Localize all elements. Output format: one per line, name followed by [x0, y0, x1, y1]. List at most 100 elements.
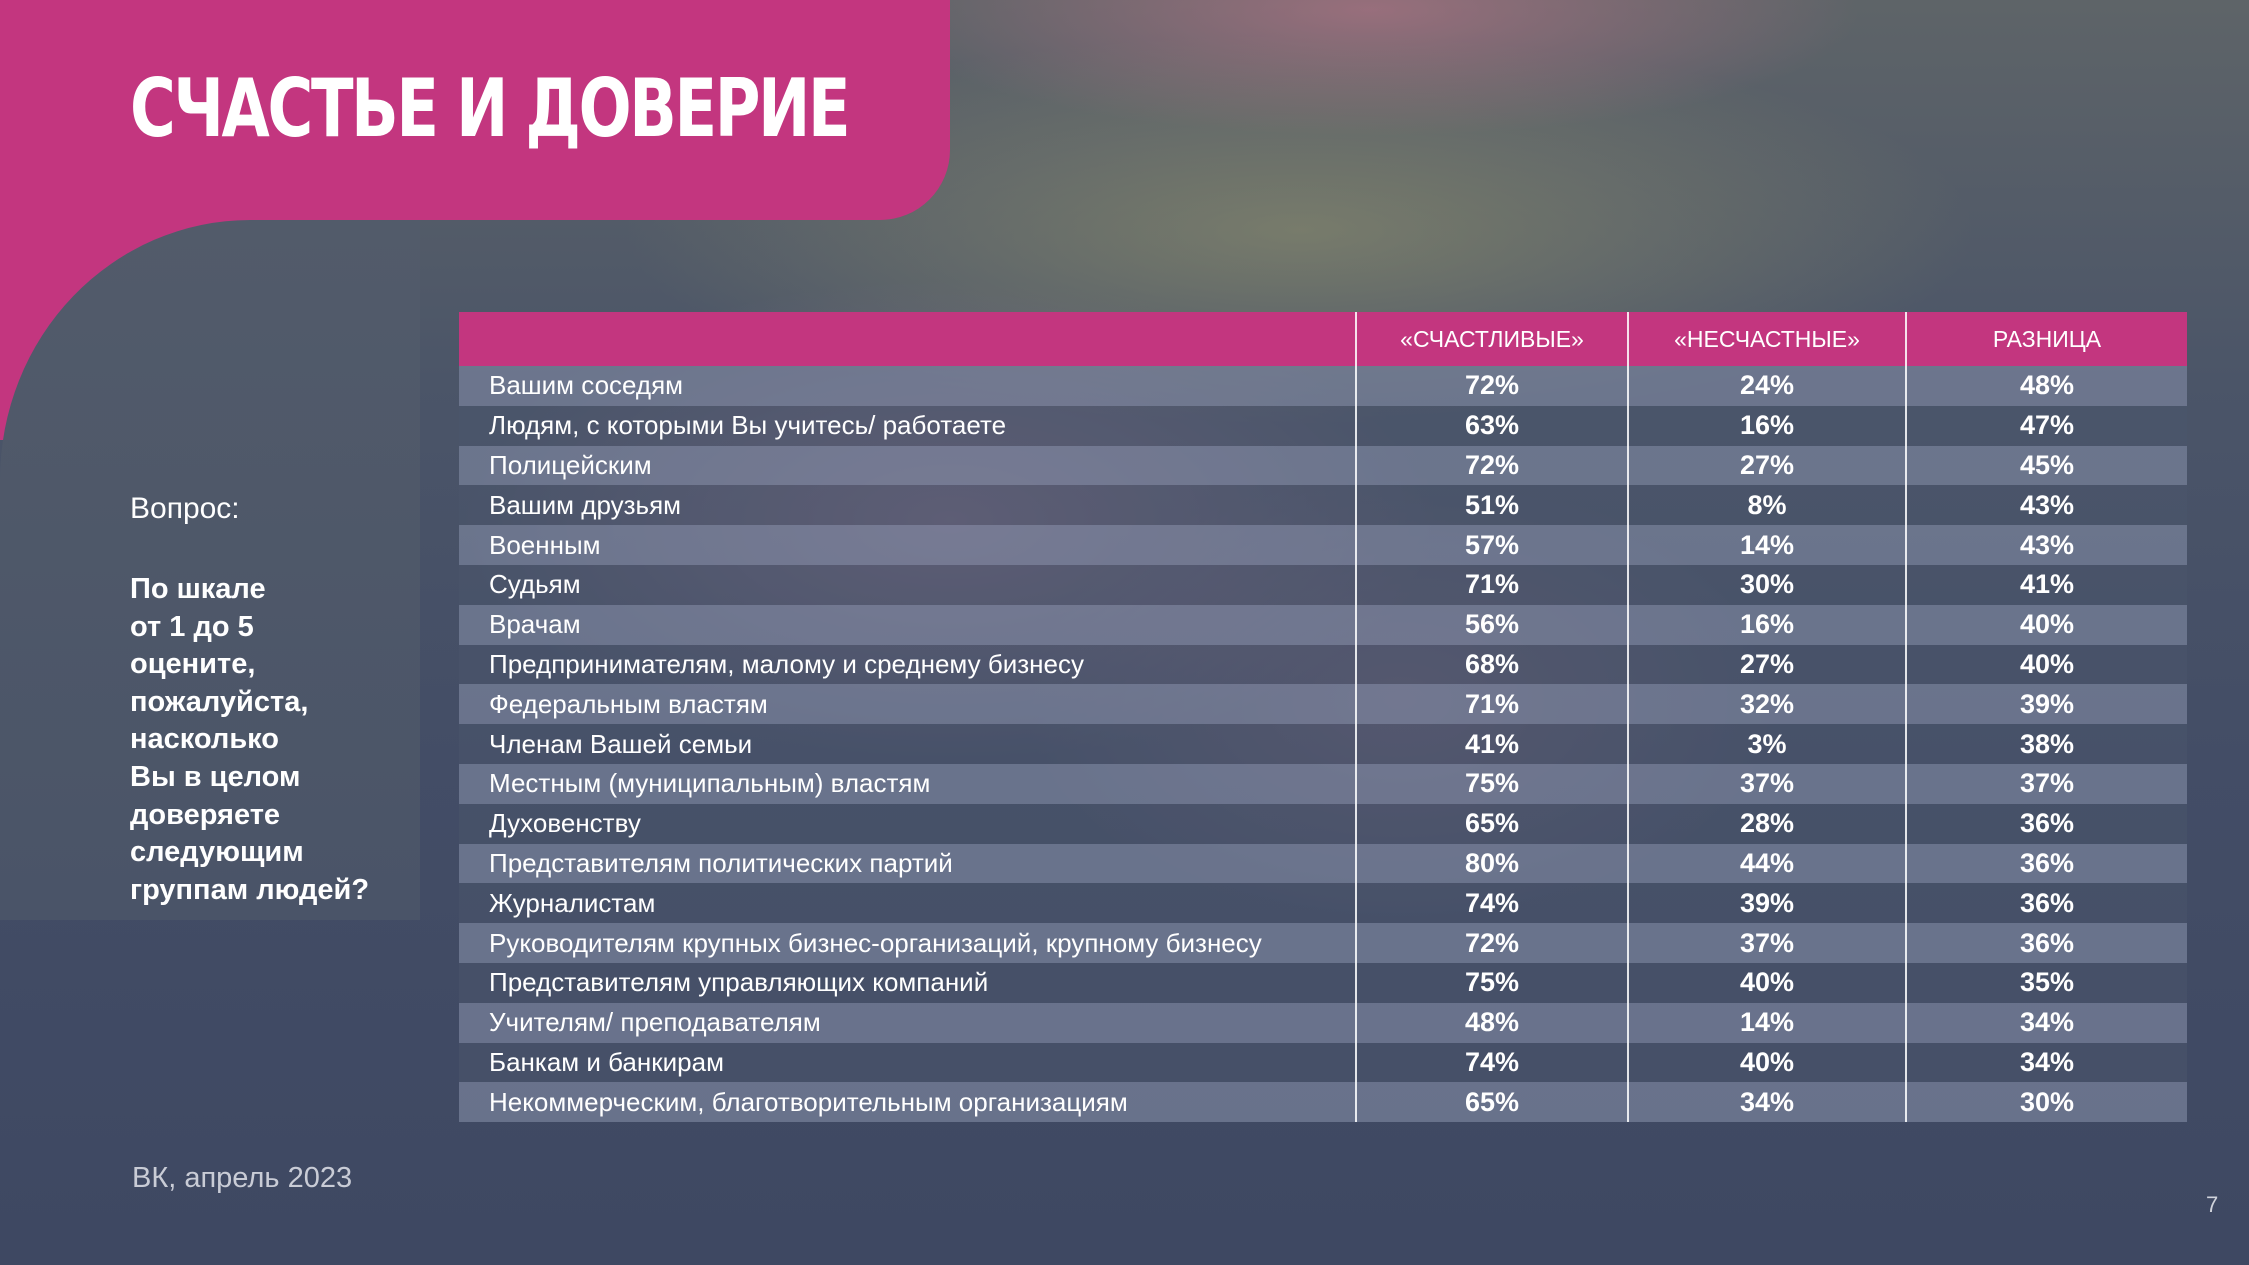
unhappy-value: 14% — [1627, 525, 1905, 565]
happy-value: 41% — [1355, 724, 1627, 764]
unhappy-value: 16% — [1627, 405, 1905, 446]
row-label: Учителям/ преподавателям — [489, 1007, 821, 1038]
difference-value: 34% — [1905, 1002, 2187, 1043]
table-row: Предпринимателям, малому и среднему бизн… — [459, 644, 2187, 685]
header-cell-label — [459, 312, 1355, 366]
table-row: Некоммерческим, благотворительным органи… — [459, 1082, 2187, 1123]
row-label: Судьям — [489, 569, 581, 600]
row-label: Членам Вашей семьи — [489, 728, 753, 759]
difference-value: 36% — [1905, 803, 2187, 844]
happy-value: 51% — [1355, 485, 1627, 526]
row-label: Некоммерческим, благотворительным органи… — [489, 1086, 1128, 1117]
table-row: Людям, с которыми Вы учитесь/ работаете 6… — [459, 405, 2187, 446]
happy-value: 72% — [1355, 366, 1627, 406]
table-row: Федеральным властям 71% 32% 39% — [459, 684, 2187, 725]
unhappy-value: 24% — [1627, 366, 1905, 406]
happy-value: 71% — [1355, 684, 1627, 725]
table-row: Духовенству 65% 28% 36% — [459, 803, 2187, 844]
row-label: Представителям политических партий — [489, 847, 953, 878]
row-label: Банкам и банкирам — [489, 1046, 724, 1077]
happy-value: 65% — [1355, 803, 1627, 844]
difference-value: 36% — [1905, 843, 2187, 884]
table-row: Журналистам 74% 39% 36% — [459, 883, 2187, 924]
row-label: Журналистам — [489, 887, 656, 918]
row-label: Представителям управляющих компаний — [489, 967, 989, 998]
happy-value: 74% — [1355, 883, 1627, 924]
table-row: Военным 57% 14% 43% — [459, 525, 2187, 565]
row-label: Местным (муниципальным) властям — [489, 768, 931, 799]
row-label: Людям, с которыми Вы учитесь/ работаете — [489, 410, 1007, 441]
unhappy-value: 40% — [1627, 1042, 1905, 1083]
table-row: Местным (муниципальным) властям 75% 37% 37% — [459, 763, 2187, 804]
row-label: Руководителям крупных бизнес-организаций… — [489, 927, 1262, 958]
unhappy-value: 30% — [1627, 564, 1905, 605]
difference-value: 43% — [1905, 485, 2187, 526]
happy-value: 72% — [1355, 923, 1627, 963]
difference-value: 40% — [1905, 604, 2187, 645]
happy-value: 74% — [1355, 1042, 1627, 1083]
difference-value: 34% — [1905, 1042, 2187, 1083]
unhappy-value: 34% — [1627, 1082, 1905, 1123]
table-row: Членам Вашей семьи 41% 3% 38% — [459, 724, 2187, 764]
decorative-sweep-mask — [0, 220, 420, 920]
unhappy-value: 39% — [1627, 883, 1905, 924]
source-note: ВК, апрель 2023 — [132, 1162, 353, 1194]
happy-value: 68% — [1355, 644, 1627, 685]
table-row: Банкам и банкирам 74% 40% 34% — [459, 1042, 2187, 1083]
unhappy-value: 27% — [1627, 445, 1905, 486]
row-label: Военным — [489, 529, 601, 560]
unhappy-value: 44% — [1627, 843, 1905, 884]
happy-value: 72% — [1355, 445, 1627, 486]
table-row: Представителям управляющих компаний 75% 40… — [459, 962, 2187, 1003]
table-row: Руководителям крупных бизнес-организаций… — [459, 923, 2187, 963]
header-cell-difference: РАЗНИЦА — [1905, 312, 2187, 366]
happy-value: 57% — [1355, 525, 1627, 565]
header-cell-happy: «СЧАСТЛИВЫЕ» — [1355, 312, 1627, 366]
difference-value: 47% — [1905, 405, 2187, 446]
row-label: Предпринимателям, малому и среднему бизн… — [489, 648, 1084, 679]
happy-value: 75% — [1355, 962, 1627, 1003]
unhappy-value: 37% — [1627, 763, 1905, 804]
table-body: Вашим соседям 72% 24% 48% Людям, с которыми … — [459, 366, 2187, 1123]
difference-value: 40% — [1905, 644, 2187, 685]
difference-value: 37% — [1905, 763, 2187, 804]
page-title: СЧАСТЬЕ И ДОВЕРИЕ — [130, 62, 851, 155]
happy-value: 80% — [1355, 843, 1627, 884]
question-text: По шкале от 1 до 5 оцените, пожалуйста, … — [130, 573, 370, 906]
table-row: Учителям/ преподавателям 48% 14% 34% — [459, 1002, 2187, 1043]
table-row: Представителям политических партий 80% 44%… — [459, 843, 2187, 884]
row-label: Полицейским — [489, 449, 652, 480]
difference-value: 35% — [1905, 962, 2187, 1003]
difference-value: 45% — [1905, 445, 2187, 486]
unhappy-value: 16% — [1627, 604, 1905, 645]
difference-value: 36% — [1905, 883, 2187, 924]
difference-value: 43% — [1905, 525, 2187, 565]
table-row: Вашим друзьям 51% 8% 43% — [459, 485, 2187, 526]
difference-value: 48% — [1905, 366, 2187, 406]
row-label: Вашим соседям — [489, 370, 684, 401]
table-row: Врачам 56% 16% 40% — [459, 604, 2187, 645]
happy-value: 75% — [1355, 763, 1627, 804]
happy-value: 71% — [1355, 564, 1627, 605]
difference-value: 38% — [1905, 724, 2187, 764]
happy-value: 56% — [1355, 604, 1627, 645]
trust-table: «СЧАСТЛИВЫЕ» «НЕСЧАСТНЫЕ» РАЗНИЦА Вашим … — [459, 312, 2187, 1123]
unhappy-value: 14% — [1627, 1002, 1905, 1043]
unhappy-value: 32% — [1627, 684, 1905, 725]
difference-value: 41% — [1905, 564, 2187, 605]
unhappy-value: 28% — [1627, 803, 1905, 844]
happy-value: 63% — [1355, 405, 1627, 446]
table-row: Вашим соседям 72% 24% 48% — [459, 366, 2187, 406]
unhappy-value: 8% — [1627, 485, 1905, 526]
row-label: Федеральным властям — [489, 688, 768, 719]
unhappy-value: 37% — [1627, 923, 1905, 963]
unhappy-value: 3% — [1627, 724, 1905, 764]
row-label: Духовенству — [489, 808, 641, 839]
unhappy-value: 27% — [1627, 644, 1905, 685]
difference-value: 30% — [1905, 1082, 2187, 1123]
unhappy-value: 40% — [1627, 962, 1905, 1003]
happy-value: 48% — [1355, 1002, 1627, 1043]
table-header: «СЧАСТЛИВЫЕ» «НЕСЧАСТНЫЕ» РАЗНИЦА — [459, 312, 2187, 366]
table-row: Полицейским 72% 27% 45% — [459, 445, 2187, 486]
table-row: Судьям 71% 30% 41% — [459, 564, 2187, 605]
